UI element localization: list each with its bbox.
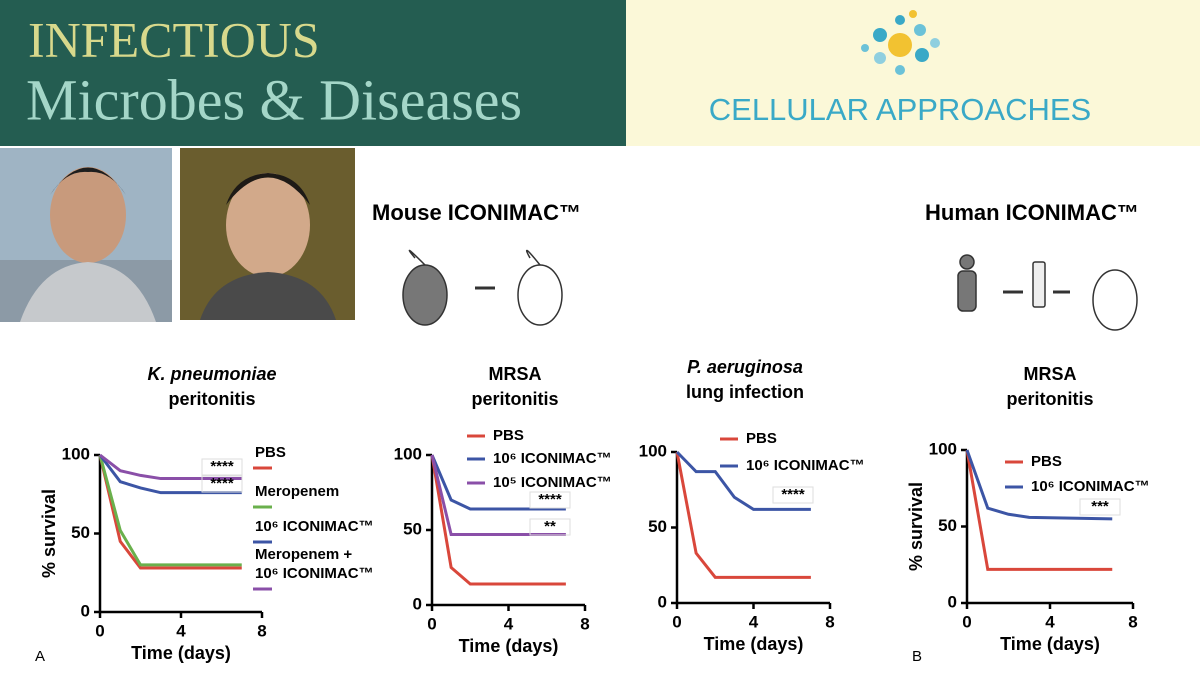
legend-label: PBS: [255, 444, 286, 461]
y-tick-label: 0: [948, 592, 957, 611]
legend-label: PBS: [1031, 453, 1062, 470]
legend-label: PBS: [493, 427, 524, 444]
chart-title: P. aeruginosa: [687, 357, 803, 377]
human-to-mouse-icons: [957, 254, 1138, 331]
y-tick-label: 50: [403, 519, 422, 538]
annotation-box: [529, 518, 571, 536]
legend-label: 10⁶ ICONIMAC™: [746, 457, 865, 474]
brand-name: CELLULAR APPROACHES: [709, 92, 1091, 127]
chart-title: peritonitis: [168, 389, 255, 409]
survival-line: [675, 451, 811, 579]
x-tick-label: 8: [257, 621, 266, 640]
legend-label: Meropenem + 10⁶ ICONIMAC™: [255, 546, 374, 582]
y-tick-label: 50: [71, 523, 90, 542]
legend-label: 10⁶ ICONIMAC™: [493, 450, 612, 467]
x-tick-label: 0: [962, 612, 971, 631]
survival-line: [99, 453, 242, 481]
annotation-box: [201, 475, 243, 493]
legend-label: 10⁶ ICONIMAC™: [1031, 478, 1150, 495]
significance: ****: [210, 458, 234, 475]
y-tick-label: 0: [81, 601, 90, 620]
legend-label: 10⁶ ICONIMAC™: [255, 518, 374, 535]
section-title: Human ICONIMAC™: [925, 200, 1139, 225]
y-tick-label: 100: [62, 444, 90, 463]
mouse-icons: [402, 249, 563, 326]
x-tick-label: 8: [825, 612, 834, 631]
journal-subtitle: Microbes & Diseases: [26, 67, 522, 132]
photo: [0, 148, 172, 322]
annotation-box: [1079, 498, 1121, 516]
x-tick-label: 8: [580, 614, 589, 633]
x-axis-label: Time (days): [1000, 634, 1100, 654]
x-axis-label: Time (days): [459, 636, 559, 656]
survival-line: [430, 454, 566, 586]
significance: ****: [210, 475, 234, 492]
significance: **: [544, 518, 556, 535]
annotation-box: [201, 458, 243, 476]
significance: ****: [538, 491, 562, 508]
survival-line: [98, 454, 242, 570]
x-tick-label: 4: [749, 612, 759, 631]
survival-line: [430, 454, 566, 511]
annotation-box: [529, 491, 571, 509]
y-tick-label: 0: [413, 594, 422, 613]
y-tick-label: 100: [394, 444, 422, 463]
photo: [180, 148, 355, 320]
y-axis-label: % survival: [906, 482, 926, 571]
chart-title: lung infection: [686, 382, 804, 402]
legend-label: 10⁵ ICONIMAC™: [493, 474, 612, 491]
y-tick-label: 0: [658, 592, 667, 611]
x-tick-label: 0: [427, 614, 436, 633]
x-tick-label: 4: [1045, 612, 1055, 631]
y-tick-label: 50: [648, 517, 667, 536]
survival-line: [98, 454, 242, 567]
journal-title: INFECTIOUS: [28, 11, 320, 67]
x-tick-label: 0: [672, 612, 681, 631]
legend-label-line: 10⁶ ICONIMAC™: [255, 565, 374, 582]
x-axis-label: Time (days): [131, 643, 231, 663]
brand-logo: [861, 10, 940, 75]
chart-title: MRSA: [1024, 364, 1077, 384]
y-axis-label: % survival: [39, 489, 59, 578]
panel-label: B: [912, 648, 922, 665]
panel-label: A: [35, 648, 45, 665]
x-axis-label: Time (days): [704, 634, 804, 654]
legend-label: Meropenem: [255, 483, 339, 500]
significance: ***: [1091, 498, 1109, 515]
chart-title: MRSA: [489, 364, 542, 384]
y-tick-label: 100: [929, 439, 957, 458]
chart-title: peritonitis: [471, 389, 558, 409]
section-title: Mouse ICONIMAC™: [372, 200, 581, 225]
survival-line: [98, 454, 242, 495]
brand-banner: [626, 0, 1200, 146]
legend-label-line: Meropenem +: [255, 546, 356, 563]
significance: ****: [781, 486, 805, 503]
journal-banner: [0, 0, 626, 146]
chart-title: K. pneumoniae: [147, 364, 276, 384]
y-tick-label: 50: [938, 516, 957, 535]
chart-title: peritonitis: [1006, 389, 1093, 409]
survival-line: [430, 454, 566, 536]
x-tick-label: 8: [1128, 612, 1137, 631]
survival-line: [965, 449, 1113, 571]
x-tick-label: 0: [95, 621, 104, 640]
survival-line: [675, 450, 811, 511]
survival-line: [965, 449, 1113, 521]
x-tick-label: 4: [176, 621, 186, 640]
legend-label: PBS: [746, 430, 777, 447]
x-tick-label: 4: [504, 614, 514, 633]
annotation-box: [772, 486, 814, 504]
y-tick-label: 100: [639, 441, 667, 460]
